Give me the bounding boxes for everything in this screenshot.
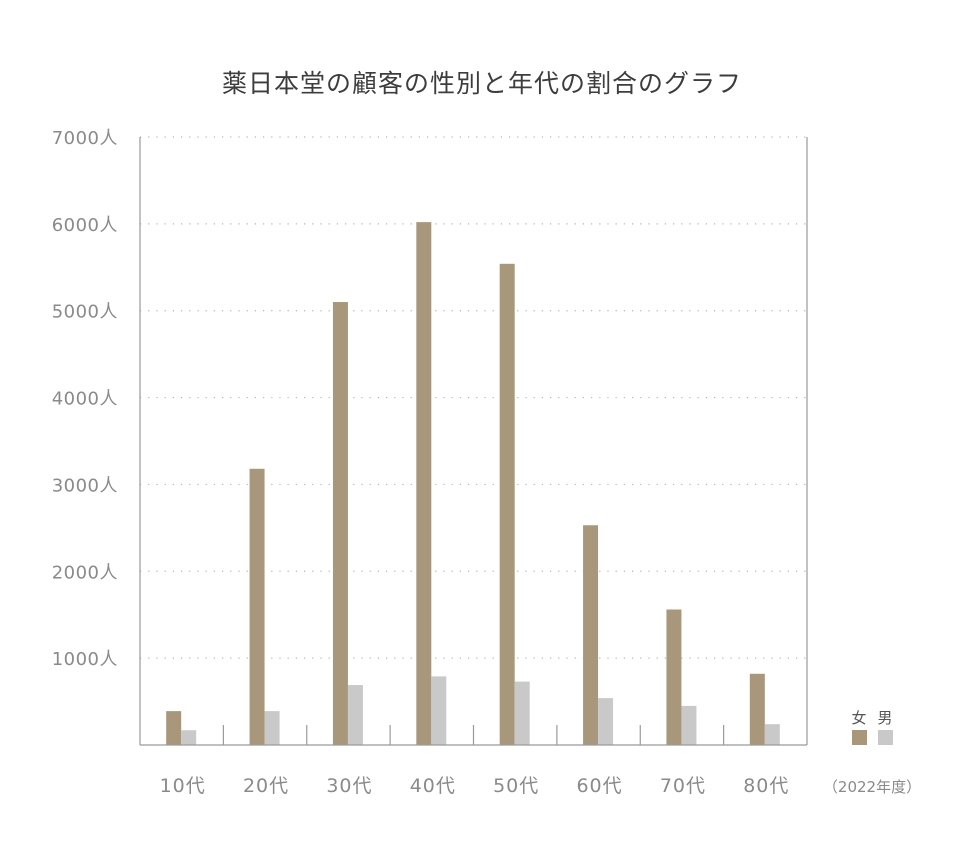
bar-female	[666, 609, 682, 745]
bar-female	[249, 468, 265, 745]
y-tick-label: 3000人	[52, 475, 118, 496]
x-tick-label: 80代	[743, 775, 789, 797]
bar-male	[514, 681, 530, 745]
bar-male	[181, 730, 197, 745]
bar-female	[749, 673, 765, 745]
bar-female	[583, 525, 599, 745]
x-tick-label: 60代	[576, 775, 622, 797]
y-tick-label: 5000人	[52, 302, 118, 323]
x-tick-label: 20代	[243, 775, 289, 797]
bar-male	[347, 685, 363, 745]
bar-male	[764, 724, 780, 745]
gridlines	[140, 136, 807, 659]
bar-female	[416, 222, 432, 745]
fiscal-year-note: （2022年度）	[823, 778, 921, 796]
bar-female	[499, 263, 515, 745]
chart-title: 薬日本堂の顧客の性別と年代の割合のグラフ	[222, 69, 742, 98]
y-tick-label: 1000人	[52, 649, 118, 670]
legend-label: 男	[877, 709, 892, 727]
x-tick-label: 40代	[410, 775, 456, 797]
x-tick-label: 70代	[660, 775, 706, 797]
bar-male	[264, 711, 280, 745]
y-tick-label: 2000人	[52, 562, 118, 583]
legend-label: 女	[851, 709, 866, 727]
bar-female	[332, 302, 348, 745]
legend: 女男	[851, 709, 893, 745]
y-tick-label: 4000人	[52, 389, 118, 410]
y-tick-label: 7000人	[52, 128, 118, 149]
legend-swatch	[852, 730, 867, 745]
bars	[166, 222, 780, 745]
bar-female	[166, 711, 182, 745]
y-axis-ticks: 1000人 2000人 3000人 4000人 5000人 6000人 7000人	[52, 128, 118, 670]
x-axis-ticks: 10代 20代 30代 40代 50代 60代 70代 80代	[160, 775, 789, 797]
legend-swatch	[878, 730, 893, 745]
x-tick-label: 50代	[493, 775, 539, 797]
x-tick-label: 30代	[326, 775, 372, 797]
bar-male	[431, 676, 447, 745]
x-tick-label: 10代	[160, 775, 206, 797]
bar-male	[681, 705, 697, 745]
axes	[139, 137, 808, 746]
y-tick-label: 6000人	[52, 215, 118, 236]
bar-male	[598, 698, 614, 745]
